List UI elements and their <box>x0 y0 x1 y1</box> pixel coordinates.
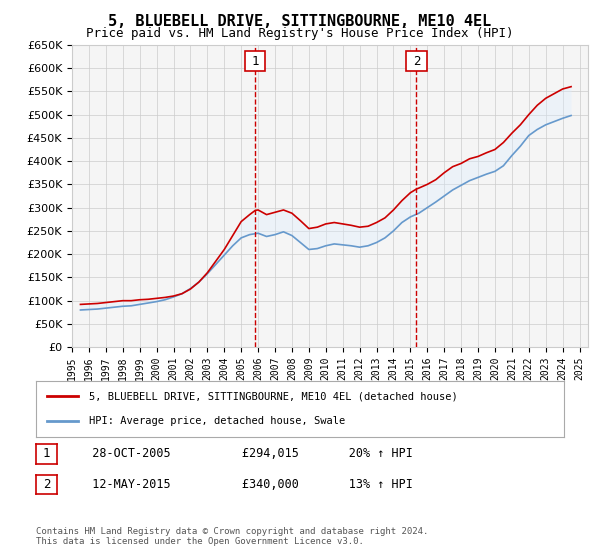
Text: 5, BLUEBELL DRIVE, SITTINGBOURNE, ME10 4EL: 5, BLUEBELL DRIVE, SITTINGBOURNE, ME10 4… <box>109 14 491 29</box>
FancyBboxPatch shape <box>406 51 427 71</box>
Text: 5, BLUEBELL DRIVE, SITTINGBOURNE, ME10 4EL (detached house): 5, BLUEBELL DRIVE, SITTINGBOURNE, ME10 4… <box>89 391 458 402</box>
FancyBboxPatch shape <box>245 51 265 71</box>
Text: HPI: Average price, detached house, Swale: HPI: Average price, detached house, Swal… <box>89 416 345 426</box>
Text: 1: 1 <box>43 447 50 460</box>
Text: 12-MAY-2015          £340,000       13% ↑ HPI: 12-MAY-2015 £340,000 13% ↑ HPI <box>78 478 413 491</box>
Text: 1: 1 <box>251 54 259 68</box>
Text: Price paid vs. HM Land Registry's House Price Index (HPI): Price paid vs. HM Land Registry's House … <box>86 27 514 40</box>
Text: 28-OCT-2005          £294,015       20% ↑ HPI: 28-OCT-2005 £294,015 20% ↑ HPI <box>78 447 413 460</box>
Text: 2: 2 <box>413 54 420 68</box>
Text: 2: 2 <box>43 478 50 491</box>
Text: Contains HM Land Registry data © Crown copyright and database right 2024.
This d: Contains HM Land Registry data © Crown c… <box>36 526 428 546</box>
